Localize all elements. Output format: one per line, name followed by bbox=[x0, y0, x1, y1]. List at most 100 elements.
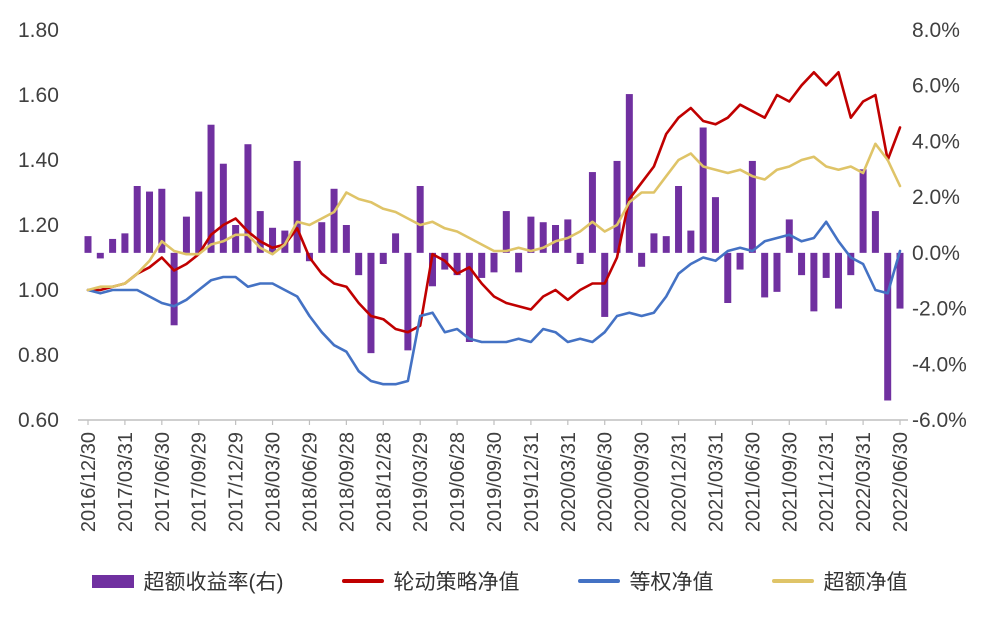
bar bbox=[109, 238, 117, 253]
svg-text:2017/06/30: 2017/06/30 bbox=[152, 432, 174, 532]
bar bbox=[761, 252, 769, 298]
svg-text:-6.0%: -6.0% bbox=[912, 409, 967, 432]
bar bbox=[490, 252, 498, 273]
bar bbox=[502, 211, 510, 253]
svg-text:2022/06/30: 2022/06/30 bbox=[890, 432, 912, 532]
bar bbox=[798, 252, 806, 276]
svg-text:-2.0%: -2.0% bbox=[912, 298, 967, 321]
svg-text:2017/12/29: 2017/12/29 bbox=[226, 432, 248, 532]
svg-text:2018/09/28: 2018/09/28 bbox=[336, 432, 358, 532]
svg-text:2017/09/29: 2017/09/29 bbox=[189, 432, 211, 532]
bar bbox=[773, 252, 781, 292]
bar bbox=[133, 186, 141, 253]
bar bbox=[367, 252, 375, 354]
svg-text:2018/03/30: 2018/03/30 bbox=[263, 432, 285, 532]
bar bbox=[207, 124, 215, 253]
legend-item-1: 轮动策略净值 bbox=[341, 566, 520, 596]
svg-text:0.80: 0.80 bbox=[18, 344, 59, 367]
svg-text:1.20: 1.20 bbox=[18, 214, 59, 237]
svg-text:2022/03/31: 2022/03/31 bbox=[853, 432, 875, 532]
legend-swatch-3 bbox=[771, 579, 814, 583]
bar bbox=[453, 252, 461, 276]
legend-label-3: 超额净值 bbox=[823, 571, 908, 594]
svg-text:2020/03/31: 2020/03/31 bbox=[558, 432, 580, 532]
bar bbox=[822, 252, 830, 278]
bar bbox=[379, 252, 387, 264]
svg-text:2017/03/31: 2017/03/31 bbox=[115, 432, 137, 532]
svg-text:1.00: 1.00 bbox=[18, 279, 59, 302]
bar bbox=[601, 252, 609, 317]
bar bbox=[748, 160, 756, 253]
svg-text:0.60: 0.60 bbox=[18, 409, 59, 432]
svg-text:-4.0%: -4.0% bbox=[912, 353, 967, 376]
bar bbox=[527, 216, 535, 253]
svg-text:2021/09/30: 2021/09/30 bbox=[779, 432, 801, 532]
svg-text:2020/06/30: 2020/06/30 bbox=[595, 432, 617, 532]
bar bbox=[318, 222, 326, 253]
bar bbox=[638, 252, 646, 267]
svg-text:6.0%: 6.0% bbox=[912, 75, 960, 98]
bar bbox=[724, 252, 732, 303]
excess-return-bars bbox=[84, 94, 904, 401]
bar bbox=[613, 160, 621, 253]
bar bbox=[478, 252, 486, 278]
bar bbox=[121, 233, 129, 253]
bar bbox=[810, 252, 818, 312]
bar bbox=[330, 188, 338, 253]
svg-text:2019/06/28: 2019/06/28 bbox=[447, 432, 469, 532]
bar bbox=[428, 252, 436, 287]
bar bbox=[834, 252, 842, 309]
bar bbox=[847, 252, 855, 276]
bar bbox=[182, 216, 190, 253]
line-series-1 bbox=[86, 220, 902, 386]
legend-item-3: 超额净值 bbox=[771, 566, 908, 596]
svg-text:2020/09/30: 2020/09/30 bbox=[632, 432, 654, 532]
legend-item-0: 超额收益率(右) bbox=[91, 566, 284, 596]
bar bbox=[871, 211, 879, 253]
bar bbox=[465, 252, 473, 342]
bar bbox=[404, 252, 412, 351]
legend-label-1: 轮动策略净值 bbox=[393, 571, 520, 594]
bar bbox=[650, 233, 658, 253]
bar bbox=[158, 188, 166, 253]
bar bbox=[96, 252, 104, 259]
svg-text:2019/12/31: 2019/12/31 bbox=[521, 432, 543, 532]
bar bbox=[244, 144, 252, 253]
bar bbox=[564, 219, 572, 253]
svg-text:2021/03/31: 2021/03/31 bbox=[705, 432, 727, 532]
bar bbox=[588, 172, 596, 253]
bar bbox=[675, 186, 683, 253]
line-series-2 bbox=[86, 142, 902, 292]
bar bbox=[859, 169, 867, 253]
svg-text:4.0%: 4.0% bbox=[912, 130, 960, 153]
right-axis-labels: 8.0% 6.0% 4.0% 2.0% 0.0% -2.0% -4.0% -6.0% bbox=[912, 19, 967, 432]
bar bbox=[416, 186, 424, 253]
svg-text:2018/06/29: 2018/06/29 bbox=[299, 432, 321, 532]
svg-text:1.80: 1.80 bbox=[18, 19, 59, 42]
svg-text:2016/12/30: 2016/12/30 bbox=[78, 432, 100, 532]
chart-legend: 超额收益率(右) 轮动策略净值 等权净值 超额净值 bbox=[0, 566, 999, 596]
bar bbox=[232, 225, 240, 253]
bar bbox=[219, 163, 227, 253]
svg-text:8.0%: 8.0% bbox=[912, 19, 960, 42]
svg-text:2019/09/30: 2019/09/30 bbox=[484, 432, 506, 532]
svg-text:2021/12/31: 2021/12/31 bbox=[816, 432, 838, 532]
bar bbox=[355, 252, 363, 276]
bar bbox=[552, 225, 560, 253]
bar bbox=[576, 252, 584, 264]
bar bbox=[711, 197, 719, 253]
line-series-0 bbox=[86, 71, 902, 334]
svg-text:1.60: 1.60 bbox=[18, 84, 59, 107]
bar bbox=[699, 127, 707, 253]
bar bbox=[539, 222, 547, 253]
bar bbox=[896, 252, 904, 309]
svg-text:2021/06/30: 2021/06/30 bbox=[742, 432, 764, 532]
bar bbox=[884, 252, 892, 401]
bar bbox=[736, 252, 744, 270]
legend-swatch-0 bbox=[91, 574, 134, 588]
bar bbox=[342, 225, 350, 253]
bar bbox=[256, 211, 264, 253]
bar bbox=[195, 191, 203, 253]
legend-label-0: 超额收益率(右) bbox=[143, 571, 284, 594]
bar bbox=[170, 252, 178, 326]
